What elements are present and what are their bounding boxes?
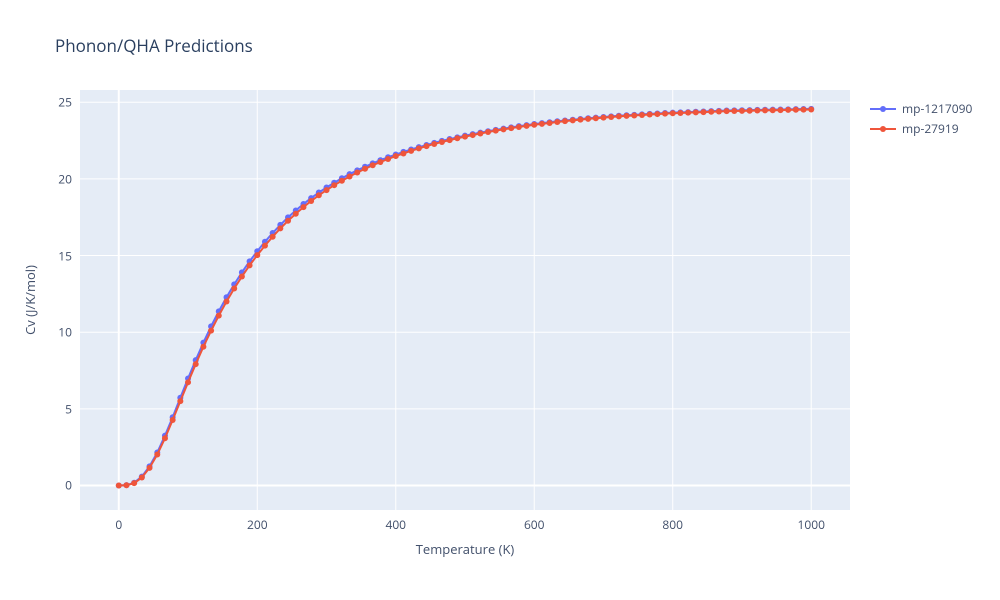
legend-line-icon xyxy=(870,108,896,110)
x-tick-label: 400 xyxy=(385,516,406,533)
x-tick-label: 200 xyxy=(247,516,268,533)
chart-title: Phonon/QHA Predictions xyxy=(55,34,253,57)
legend-marker-icon xyxy=(880,106,886,112)
y-axis-label: Cv (J/K/mol) xyxy=(21,265,39,335)
x-axis-label: Temperature (K) xyxy=(416,540,515,558)
x-tick-label: 600 xyxy=(524,516,545,533)
legend-label: mp-1217090 xyxy=(902,100,972,117)
y-tick-label: 15 xyxy=(58,247,72,264)
legend-item[interactable]: mp-27919 xyxy=(870,120,959,137)
x-tick-label: 1000 xyxy=(797,516,824,533)
y-tick-label: 20 xyxy=(58,170,72,187)
legend-line-icon xyxy=(870,128,896,130)
y-tick-label: 0 xyxy=(65,477,72,494)
legend-label: mp-27919 xyxy=(902,120,959,137)
legend-marker-icon xyxy=(880,126,886,132)
y-tick-label: 10 xyxy=(58,324,72,341)
x-tick-label: 800 xyxy=(662,516,683,533)
legend-item[interactable]: mp-1217090 xyxy=(870,100,972,117)
x-tick-label: 0 xyxy=(115,516,122,533)
chart-svg xyxy=(80,90,850,510)
y-tick-label: 5 xyxy=(65,400,72,417)
y-tick-label: 25 xyxy=(58,94,72,111)
